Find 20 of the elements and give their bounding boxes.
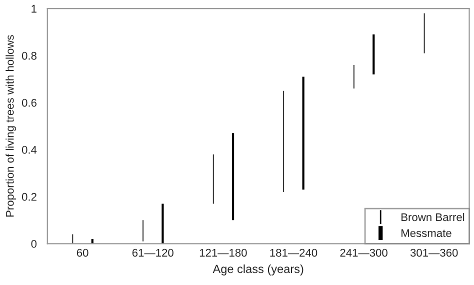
x-tick-label: 121—180 (200, 248, 247, 257)
bar (162, 204, 164, 244)
bar (372, 34, 375, 74)
bar (302, 76, 304, 190)
x-tick-label: 60 (76, 248, 88, 257)
y-tick-label: 1 (32, 4, 36, 13)
x-tick-label: 301—360 (410, 248, 458, 257)
y-tick-label: 0.4 (22, 146, 37, 154)
y-tick-label: 0.8 (22, 52, 36, 60)
x-tick-label: 181—240 (270, 248, 318, 257)
bar (232, 133, 234, 220)
x-tick-label: 61—120 (132, 248, 174, 257)
y-tick-label: 0.6 (22, 98, 36, 107)
y-axis-title: Proportion of living trees with hollows (6, 35, 16, 217)
x-axis-title: Age class (years) (212, 264, 304, 276)
legend-label: Brown Barrel (402, 212, 464, 222)
y-tick-label: 0.2 (22, 192, 36, 201)
x-tick-label: 241—300 (340, 248, 388, 257)
legend-label: Messmate (402, 229, 452, 238)
y-tick-label: 0 (31, 240, 37, 248)
